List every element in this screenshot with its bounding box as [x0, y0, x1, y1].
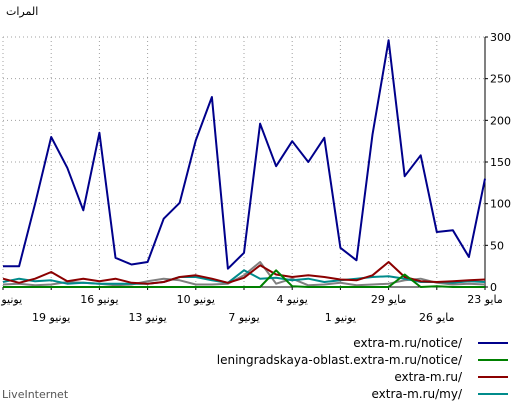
y-tick-label: 150: [490, 156, 511, 169]
y-tick-label: 50: [490, 239, 504, 252]
series-line-extra-m-ru-my: [2, 269, 486, 285]
y-tick-label: 200: [490, 114, 511, 127]
y-tick-label: 0: [490, 281, 497, 294]
y-tick-label: 100: [490, 198, 511, 211]
y-tick-label: 250: [490, 73, 511, 86]
x-tick-label-bottom: 7 يونيو: [228, 311, 259, 324]
x-tick-label-top: 4 يونيو: [277, 293, 308, 306]
series-line-extra-m-ru-notice: [3, 39, 486, 270]
x-tick-label-bottom: 13 يونيو: [128, 311, 166, 324]
x-tick-label-top: 16 يونيو: [80, 293, 118, 306]
y-axis-label: المرات: [6, 5, 38, 18]
x-tick-label-top: 10 يونيو: [177, 293, 215, 306]
y-tick-label: 300: [490, 31, 511, 44]
x-tick-label-bottom: 1 يونيو: [325, 311, 356, 324]
x-tick-label-bottom: 19 يونيو: [32, 311, 70, 324]
x-tick-label-top: 22 يونيو: [0, 293, 22, 306]
legend-label: extra-m.ru/my/: [371, 387, 462, 401]
legend-label: extra-m.ru/: [394, 370, 463, 384]
series-line-extra-m-ru: [2, 261, 486, 285]
liveinternet-brand: LiveInternet: [2, 388, 69, 401]
series-line-leningradskaya-oblast-extra-m-ru-notice: [3, 269, 485, 288]
x-tick-label-bottom: 26 مايو: [419, 311, 455, 324]
legend-label: extra-m.ru/notice/: [353, 336, 463, 350]
x-tick-label-top: 23 مايو: [467, 293, 503, 306]
x-tick-label-top: 29 مايو: [371, 293, 407, 306]
legend-label: leningradskaya-oblast.extra-m.ru/notice/: [217, 353, 463, 367]
